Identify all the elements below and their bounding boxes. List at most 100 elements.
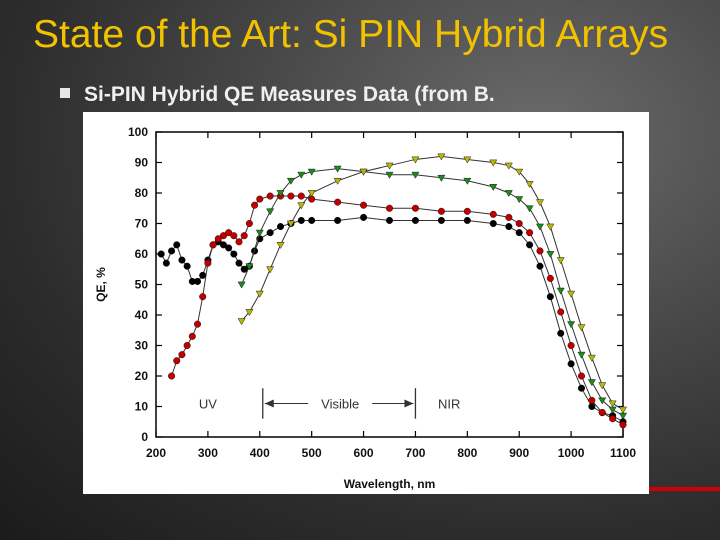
data-point xyxy=(556,287,565,295)
x-tick-label: 800 xyxy=(457,446,477,460)
data-point xyxy=(199,271,207,279)
data-point xyxy=(567,290,576,298)
data-point xyxy=(526,241,534,249)
data-point xyxy=(463,216,471,224)
data-point xyxy=(609,415,617,423)
data-point xyxy=(194,277,202,285)
data-point xyxy=(557,329,565,337)
data-point xyxy=(360,201,368,209)
data-point xyxy=(188,332,196,340)
data-point xyxy=(225,244,233,252)
x-tick-label: 200 xyxy=(146,446,166,460)
data-point xyxy=(536,247,544,255)
data-point xyxy=(546,293,554,301)
data-point xyxy=(505,213,513,221)
data-point xyxy=(505,223,513,231)
data-point xyxy=(526,229,534,237)
data-point xyxy=(168,372,176,380)
qe-chart-svg: 0 10 20 30 40 50 60 70 80 90 100 200 300 400 500 600 700… xyxy=(94,125,636,491)
data-point xyxy=(489,219,497,227)
data-point xyxy=(598,382,607,390)
data-point xyxy=(237,281,246,289)
data-point xyxy=(230,232,238,240)
data-point xyxy=(183,262,191,270)
data-point xyxy=(577,372,585,380)
data-point xyxy=(411,156,420,164)
x-tick-label: 400 xyxy=(250,446,270,460)
data-point xyxy=(489,210,497,218)
data-point xyxy=(515,219,523,227)
x-tick-label: 900 xyxy=(509,446,529,460)
data-point xyxy=(297,202,306,210)
data-point xyxy=(287,192,295,200)
y-tick-label: 40 xyxy=(135,308,149,322)
data-point xyxy=(577,324,586,332)
data-point xyxy=(251,201,259,209)
x-tick-label: 1000 xyxy=(558,446,585,460)
data-point xyxy=(525,205,534,213)
bullet-item: Si-PIN Hybrid QE Measures Data (from B. xyxy=(60,83,710,107)
data-point xyxy=(297,192,305,200)
data-point xyxy=(204,259,212,267)
right-arrowhead-icon xyxy=(404,399,414,408)
data-point xyxy=(157,250,165,258)
annotation-label: NIR xyxy=(438,396,460,411)
data-point xyxy=(255,290,264,298)
data-point xyxy=(385,171,394,179)
data-point xyxy=(277,223,285,231)
data-point xyxy=(255,229,264,237)
data-point xyxy=(504,190,513,198)
data-point xyxy=(411,171,420,179)
data-point xyxy=(162,259,170,267)
data-point xyxy=(535,223,545,231)
series-line xyxy=(171,195,624,426)
data-point xyxy=(266,266,275,274)
data-point xyxy=(546,251,555,259)
data-point xyxy=(587,354,596,362)
data-point xyxy=(276,242,285,249)
data-point xyxy=(567,360,575,368)
data-point xyxy=(525,181,534,188)
y-tick-label: 0 xyxy=(141,430,148,444)
data-point xyxy=(588,396,596,404)
data-point xyxy=(173,241,181,249)
data-point xyxy=(618,412,628,420)
qe-chart: 0 10 20 30 40 50 60 70 80 90 100 200 300 400 500 600 700… xyxy=(83,112,649,494)
data-point xyxy=(307,168,316,176)
y-tick-label: 100 xyxy=(128,125,148,139)
x-axis-title: Wavelength, nm xyxy=(344,477,436,491)
y-tick-label: 90 xyxy=(135,156,149,170)
data-point xyxy=(240,265,248,273)
bullet-square-icon xyxy=(60,88,70,99)
y-tick-label: 30 xyxy=(135,339,149,353)
x-tick-label: 700 xyxy=(405,446,425,460)
data-point xyxy=(219,241,227,249)
data-point xyxy=(536,262,544,270)
data-point xyxy=(463,177,472,185)
annotation-label: Visible xyxy=(321,396,359,411)
accent-rule xyxy=(648,487,720,491)
data-point xyxy=(237,318,246,326)
data-point xyxy=(515,229,523,237)
data-point xyxy=(556,257,565,265)
data-point xyxy=(567,321,576,329)
data-point xyxy=(266,229,274,237)
data-point xyxy=(235,238,243,246)
data-point xyxy=(598,397,607,405)
data-point xyxy=(437,216,445,224)
data-point xyxy=(359,168,368,176)
y-tick-label: 70 xyxy=(135,217,149,231)
data-point xyxy=(608,400,617,408)
data-point xyxy=(463,207,471,215)
data-point xyxy=(587,379,596,387)
data-point xyxy=(437,174,446,182)
data-point xyxy=(214,235,222,243)
data-point xyxy=(307,190,316,198)
data-point xyxy=(411,216,419,224)
data-point xyxy=(489,159,498,167)
x-tick-label: 1100 xyxy=(610,446,636,460)
data-point xyxy=(230,250,238,258)
data-point xyxy=(463,156,472,164)
x-tick-label: 600 xyxy=(354,446,374,460)
data-point xyxy=(504,162,513,170)
